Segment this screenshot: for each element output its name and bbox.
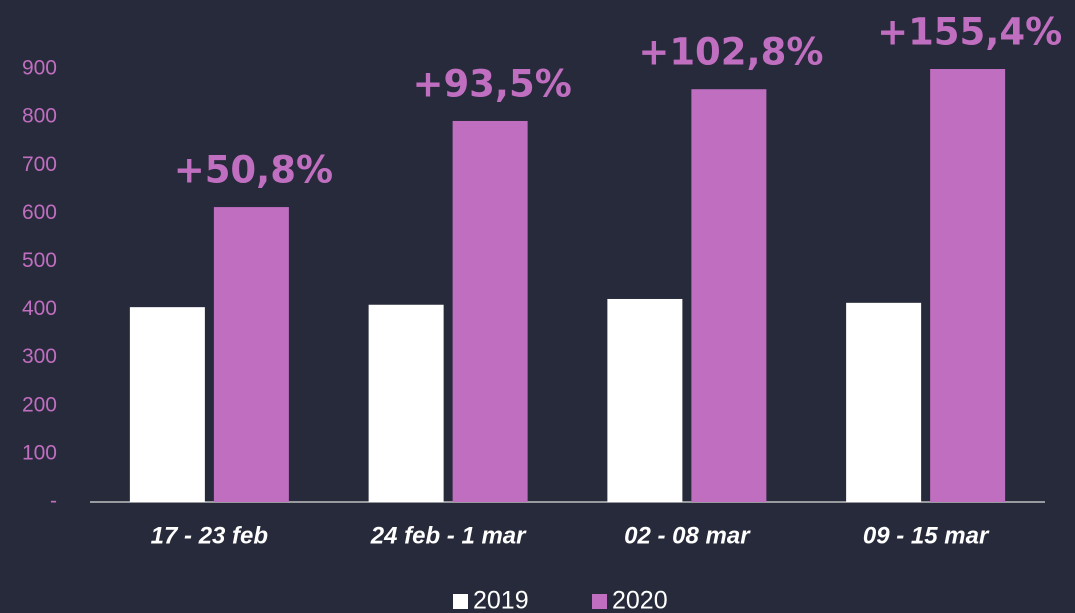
- bar: [691, 89, 767, 502]
- bar: [930, 69, 1006, 502]
- y-tick-label: 700: [22, 153, 57, 176]
- bar: [452, 120, 528, 503]
- legend-swatch: [592, 594, 607, 609]
- bar: [846, 302, 922, 502]
- legend-label: 2020: [612, 587, 668, 613]
- y-tick-label: 100: [22, 441, 57, 464]
- y-tick-label: 300: [22, 345, 57, 368]
- x-tick-label: 02 - 08 mar: [624, 522, 751, 549]
- bar: [129, 307, 205, 502]
- y-tick-label: -: [50, 490, 57, 513]
- legend-label: 2019: [473, 587, 529, 613]
- annotation: +50,8%: [174, 149, 333, 192]
- annotation: +155,4%: [877, 11, 1062, 54]
- y-tick-label: 900: [22, 57, 57, 80]
- legend-swatch: [453, 594, 468, 609]
- annotation: +93,5%: [412, 62, 571, 105]
- bar: [368, 304, 444, 502]
- y-tick-label: 200: [22, 393, 57, 416]
- bar: [213, 207, 289, 502]
- annotation: +102,8%: [638, 31, 823, 74]
- x-tick-label: 24 feb - 1 mar: [370, 522, 527, 549]
- y-tick-label: 800: [22, 105, 57, 128]
- y-tick-label: 600: [22, 201, 57, 224]
- bar: [607, 298, 683, 502]
- x-tick-label: 09 - 15 mar: [863, 522, 990, 549]
- y-tick-label: 500: [22, 249, 57, 272]
- x-tick-label: 17 - 23 feb: [151, 522, 268, 549]
- y-tick-label: 400: [22, 297, 57, 320]
